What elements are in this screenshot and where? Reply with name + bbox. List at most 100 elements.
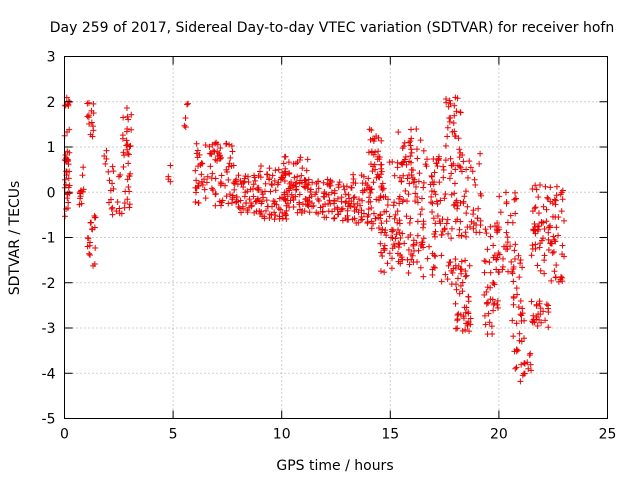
data-point [336, 179, 343, 186]
data-point [360, 210, 367, 217]
data-point [467, 315, 474, 322]
y-tick-label: -2 [42, 276, 56, 292]
data-point [389, 255, 396, 262]
data-point [553, 183, 560, 190]
data-point [375, 225, 382, 232]
data-point [365, 149, 372, 156]
data-point [258, 163, 265, 170]
data-point [307, 189, 314, 196]
data-point [497, 209, 504, 216]
data-point [357, 216, 364, 223]
data-point [543, 206, 550, 213]
data-point [304, 156, 311, 163]
data-point [451, 180, 458, 187]
data-point [283, 202, 290, 209]
data-point [117, 171, 124, 178]
data-point [319, 209, 326, 216]
data-point [260, 194, 267, 201]
data-point [377, 249, 384, 256]
data-point [401, 139, 408, 146]
data-point [380, 185, 387, 192]
data-point [457, 164, 464, 171]
data-point [64, 195, 71, 202]
data-point [225, 163, 232, 170]
data-point [445, 230, 452, 237]
data-point [457, 109, 464, 116]
data-point [471, 176, 478, 183]
data-point [259, 188, 266, 195]
data-point [408, 251, 415, 258]
data-point [461, 193, 468, 200]
data-point [456, 226, 463, 233]
data-point [531, 226, 538, 233]
data-point [281, 153, 288, 160]
data-point [262, 188, 269, 195]
data-point [399, 145, 406, 152]
data-point [194, 154, 201, 161]
data-point [403, 213, 410, 220]
data-point [412, 190, 419, 197]
data-point [391, 199, 398, 206]
data-point [379, 253, 386, 260]
data-point [206, 150, 213, 157]
data-point [231, 186, 238, 193]
data-point [272, 187, 279, 194]
data-point [355, 209, 362, 216]
data-point [181, 122, 188, 129]
data-point [396, 174, 403, 181]
data-point [456, 146, 463, 153]
y-axis-label: SDTVAR / TECUs [7, 181, 23, 296]
data-point [252, 177, 259, 184]
data-point [193, 177, 200, 184]
data-point [470, 207, 477, 214]
data-point [89, 123, 96, 130]
data-point [383, 218, 390, 225]
data-point [91, 224, 98, 231]
data-point [406, 261, 413, 268]
data-point [250, 181, 257, 188]
data-point [401, 240, 408, 247]
data-point [515, 304, 522, 311]
data-point [326, 180, 333, 187]
data-point [514, 291, 521, 298]
data-point [459, 151, 466, 158]
data-point [107, 196, 114, 203]
data-point [521, 360, 528, 367]
data-point [402, 187, 409, 194]
data-point [351, 194, 358, 201]
data-point [389, 234, 396, 241]
y-tick-label: -5 [42, 412, 56, 428]
data-point [281, 189, 288, 196]
data-point [277, 206, 284, 213]
data-point [466, 328, 473, 335]
data-point [276, 215, 283, 222]
data-point [219, 197, 226, 204]
data-point [344, 207, 351, 214]
data-point [405, 269, 412, 276]
data-point [512, 189, 519, 196]
data-point [241, 175, 248, 182]
data-point [413, 146, 420, 153]
data-point [502, 246, 509, 253]
data-point [518, 317, 525, 324]
data-point [366, 186, 373, 193]
data-point [462, 257, 469, 264]
data-point [304, 185, 311, 192]
data-point [459, 279, 466, 286]
data-point [167, 162, 174, 169]
data-point [202, 142, 209, 149]
data-point [496, 268, 503, 275]
data-point [553, 262, 560, 269]
data-point [442, 191, 449, 198]
data-point [399, 256, 406, 263]
data-point [233, 193, 240, 200]
data-point [494, 297, 501, 304]
data-point [127, 142, 134, 149]
data-point [118, 210, 125, 217]
data-point [209, 187, 216, 194]
data-point [110, 185, 117, 192]
data-point [517, 378, 524, 385]
data-point [236, 205, 243, 212]
data-point [305, 181, 312, 188]
data-point [409, 174, 416, 181]
